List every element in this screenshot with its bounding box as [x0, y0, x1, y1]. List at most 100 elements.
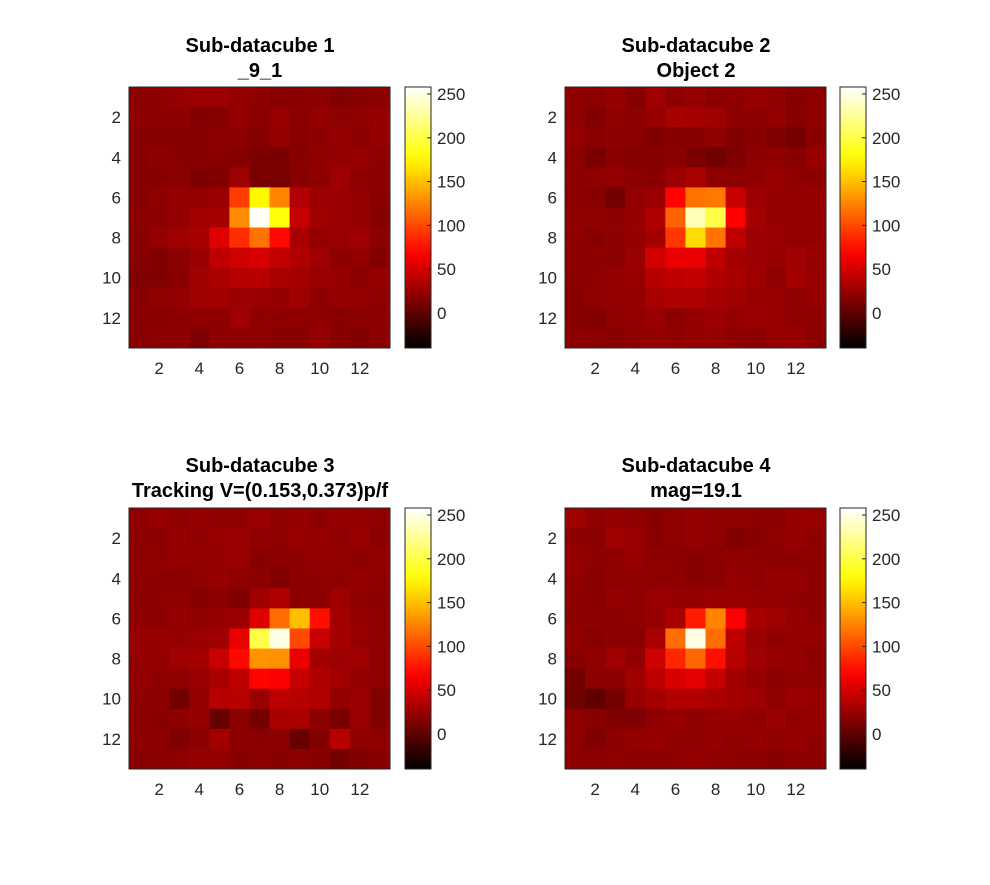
- heatmap-cell-r4-c10: [309, 147, 331, 168]
- heatmap-cell-r6-c10: [745, 608, 767, 629]
- heatmap-cell-r10-c5: [645, 688, 666, 710]
- heatmap-cell-r12-c5: [645, 728, 666, 750]
- heatmap-cell-r6-c3: [169, 187, 190, 208]
- colorbar-tick-label: 50: [872, 681, 891, 700]
- heatmap-cell-r13-c4: [625, 748, 646, 770]
- heatmap-cell-r4-c8: [269, 568, 291, 589]
- heatmap-cell-r1-c4: [625, 508, 646, 529]
- heatmap-cell-r12-c7: [249, 728, 270, 750]
- heatmap-cell-r1-c4: [189, 508, 210, 529]
- heatmap-cell-r6-c4: [189, 608, 210, 629]
- heatmap-cell-r9-c13: [805, 247, 827, 269]
- heatmap-cell-r8-c8: [269, 227, 291, 249]
- heatmap-cell-r4-c2: [149, 568, 170, 589]
- heatmap-cell-r5-c3: [605, 588, 626, 609]
- heatmap-cell-r2-c12: [349, 528, 371, 549]
- x-tick-label: 4: [631, 780, 640, 799]
- heatmap-cell-r6-c1: [565, 608, 586, 629]
- heatmap-cell-r6-c6: [665, 608, 686, 629]
- heatmap-cell-r10-c4: [625, 688, 646, 710]
- heatmap-cell-r4-c5: [209, 568, 230, 589]
- heatmap-cell-r10-c7: [249, 267, 270, 289]
- heatmap-cell-r7-c1: [565, 207, 586, 228]
- subplot-2-ticks: 2 4 6 8 10 12 2 4 6 8 10 12: [538, 108, 805, 378]
- heatmap-cell-r5-c12: [785, 167, 807, 188]
- heatmap-cell-r12-c6: [665, 728, 686, 750]
- heatmap-cell-r10-c7: [685, 688, 706, 710]
- heatmap-cell-r1-c5: [645, 508, 666, 529]
- heatmap-cell-r4-c1: [129, 147, 150, 168]
- heatmap-cell-r3-c2: [585, 127, 606, 148]
- heatmap-cell-r9-c6: [665, 247, 686, 269]
- heatmap-cell-r9-c5: [645, 668, 666, 690]
- heatmap-cell-r3-c6: [229, 548, 250, 569]
- heatmap-cell-r11-c12: [349, 287, 371, 309]
- heatmap-cell-r1-c12: [349, 87, 371, 108]
- colorbar-tick-label: 250: [872, 506, 900, 525]
- heatmap-cell-r12-c3: [605, 728, 626, 750]
- heatmap-cell-r4-c11: [765, 147, 787, 168]
- heatmap-cell-r6-c8: [705, 608, 727, 629]
- heatmap-cell-r7-c8: [705, 207, 727, 228]
- heatmap-cell-r5-c10: [745, 588, 767, 609]
- x-tick-label: 4: [195, 780, 204, 799]
- heatmap-cell-r10-c13: [369, 267, 391, 289]
- y-tick-label: 4: [548, 148, 557, 167]
- heatmap-cell-r6-c12: [785, 608, 807, 629]
- heatmap-cell-r9-c9: [289, 247, 311, 269]
- heatmap-cell-r1-c5: [645, 87, 666, 108]
- heatmap-cell-r5-c8: [705, 588, 727, 609]
- heatmap-cell-r4-c13: [805, 147, 827, 168]
- heatmap-cell-r2-c5: [209, 107, 230, 128]
- heatmap-cell-r2-c11: [765, 107, 787, 128]
- heatmap-cell-r8-c7: [685, 648, 706, 670]
- heatmap-cell-r13-c4: [189, 327, 210, 349]
- heatmap-cell-r11-c11: [329, 287, 351, 309]
- y-tick-label: 6: [548, 188, 557, 207]
- heatmap-cell-r6-c7: [249, 187, 270, 208]
- heatmap-cell-r1-c10: [745, 508, 767, 529]
- heatmap-cell-r6-c3: [605, 608, 626, 629]
- heatmap-cell-r6-c1: [129, 608, 150, 629]
- subplot-1-subtitle: _9_1: [237, 60, 283, 82]
- heatmap-cell-r3-c9: [725, 127, 747, 148]
- heatmap-cell-r11-c12: [349, 708, 371, 730]
- heatmap-cell-r13-c11: [329, 748, 351, 770]
- heatmap-cell-r8-c13: [805, 227, 827, 249]
- heatmap-cell-r11-c10: [745, 708, 767, 730]
- subplot-2-axes-frame: [564, 86, 827, 349]
- heatmap-cell-r4-c2: [149, 147, 170, 168]
- heatmap-cell-r2-c11: [329, 528, 351, 549]
- heatmap-cell-r11-c5: [209, 708, 230, 730]
- heatmap-cell-r7-c12: [785, 207, 807, 228]
- heatmap-cell-r8-c4: [189, 648, 210, 670]
- heatmap-cell-r7-c7: [249, 628, 270, 649]
- heatmap-cell-r11-c7: [249, 708, 270, 730]
- heatmap-cell-r8-c10: [745, 227, 767, 249]
- colorbar-tick-label: 100: [437, 637, 465, 656]
- heatmap-cell-r12-c11: [765, 307, 787, 329]
- subplot-4-subtitle: mag=19.1: [650, 480, 742, 502]
- heatmap-cell-r3-c13: [805, 548, 827, 569]
- heatmap-cell-r10-c2: [149, 688, 170, 710]
- heatmap-cell-r5-c6: [665, 588, 686, 609]
- heatmap-cell-r11-c6: [229, 287, 250, 309]
- heatmap-cell-r4-c13: [369, 568, 391, 589]
- subplot-2: Sub-datacube 2 Object 2 2 4 6 8 10 12 2 4 6 8 10 12…: [538, 35, 900, 378]
- heatmap-cell-r10-c13: [805, 267, 827, 289]
- subplot-4-ticks: 2 4 6 8 10 12 2 4 6 8 10 12: [538, 529, 805, 799]
- heatmap-cell-r2-c9: [289, 528, 311, 549]
- heatmap-cell-r6-c7: [685, 608, 706, 629]
- heatmap-cell-r6-c5: [645, 608, 666, 629]
- heatmap-cell-r3-c4: [625, 548, 646, 569]
- heatmap-cell-r7-c11: [329, 628, 351, 649]
- heatmap-cell-r11-c13: [369, 708, 391, 730]
- heatmap-cell-r5-c5: [209, 167, 230, 188]
- heatmap-cell-r12-c10: [745, 307, 767, 329]
- heatmap-cell-r9-c11: [329, 247, 351, 269]
- heatmap-cell-r9-c4: [625, 668, 646, 690]
- heatmap-cell-r4-c13: [369, 147, 391, 168]
- heatmap-cell-r12-c2: [585, 307, 606, 329]
- heatmap-cell-r5-c3: [169, 167, 190, 188]
- heatmap-cell-r4-c7: [685, 568, 706, 589]
